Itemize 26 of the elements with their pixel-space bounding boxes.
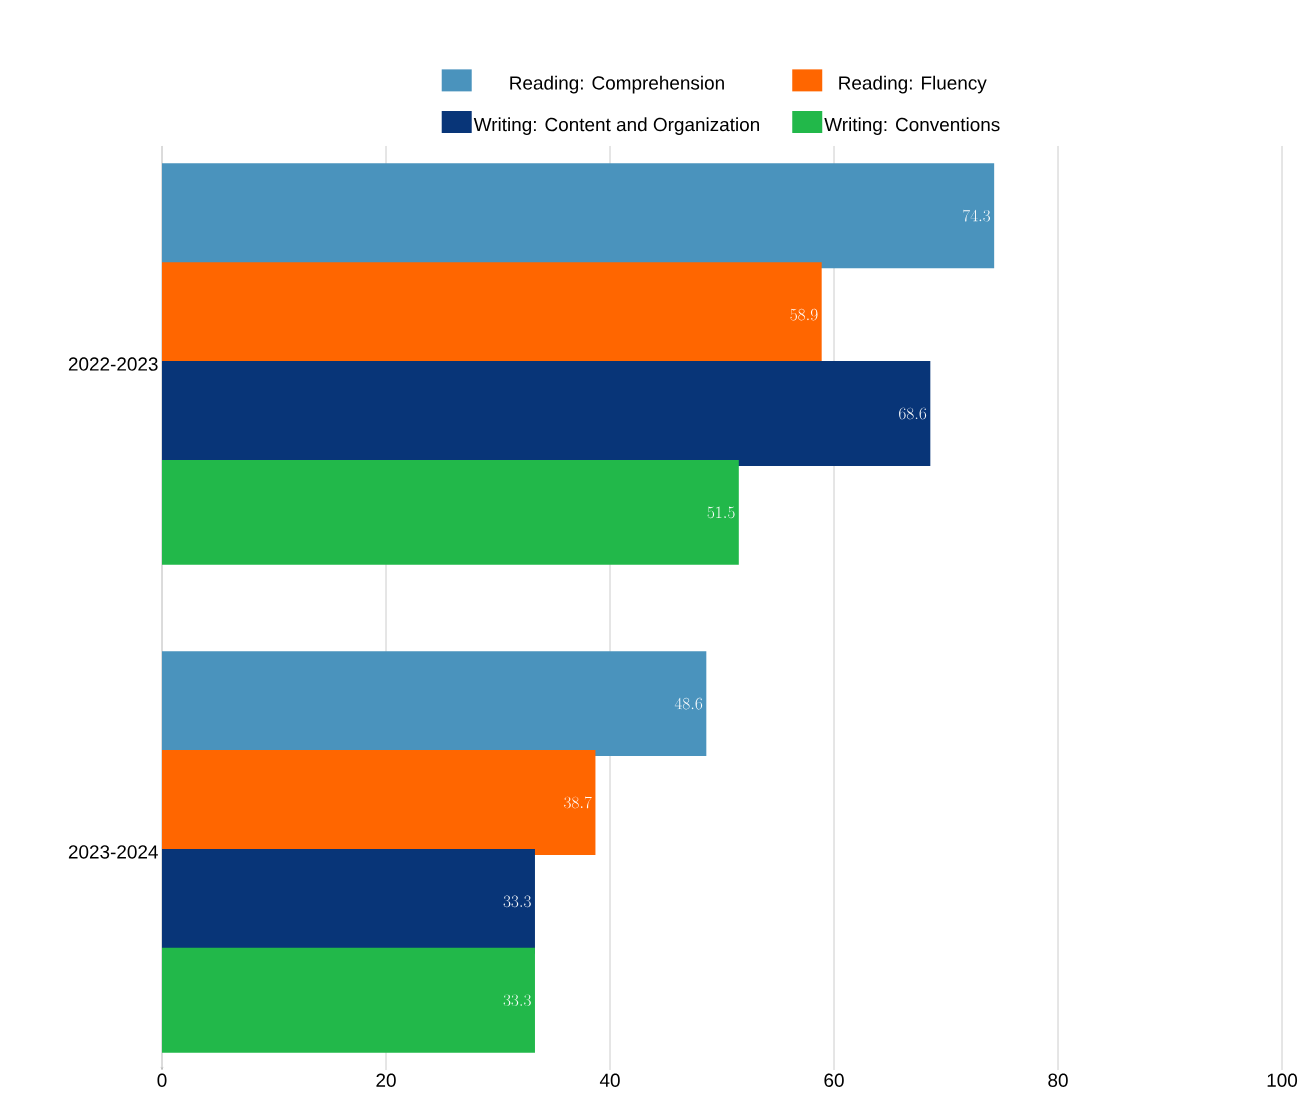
bar bbox=[162, 750, 596, 855]
data-label: 38.7 bbox=[564, 796, 592, 809]
data-label: 48.6 bbox=[674, 697, 703, 710]
legend-label: Reading: Fluency bbox=[839, 75, 987, 94]
bar bbox=[162, 163, 995, 269]
bar bbox=[162, 947, 535, 1053]
data-label: 33.3 bbox=[503, 895, 531, 908]
legend-label: Reading: Comprehension bbox=[510, 75, 724, 94]
x-tick-label: 0 bbox=[157, 1073, 167, 1087]
bar bbox=[162, 361, 931, 466]
data-label: 58.9 bbox=[790, 308, 818, 321]
y-tick-label: 2022-2023 bbox=[68, 357, 158, 371]
bar bbox=[162, 651, 707, 757]
x-tick-label: 60 bbox=[824, 1073, 844, 1087]
x-tick-label: 80 bbox=[1048, 1073, 1068, 1087]
legend-label: Writing: Conventions bbox=[824, 117, 1000, 136]
x-tick-label: 40 bbox=[599, 1073, 620, 1087]
data-label: 68.6 bbox=[899, 407, 927, 420]
x-tick-label: 20 bbox=[376, 1073, 396, 1087]
bar bbox=[162, 459, 739, 565]
data-label: 51 .5 bbox=[707, 506, 735, 519]
data-label: 74.3 bbox=[963, 209, 991, 222]
data-label: 33.3 bbox=[503, 994, 531, 1007]
y-tick-label: 2023-2024 bbox=[68, 845, 158, 859]
x-tick-label: 100 bbox=[1267, 1073, 1298, 1087]
legend-label: Writing: Content and Organization bbox=[473, 117, 759, 136]
